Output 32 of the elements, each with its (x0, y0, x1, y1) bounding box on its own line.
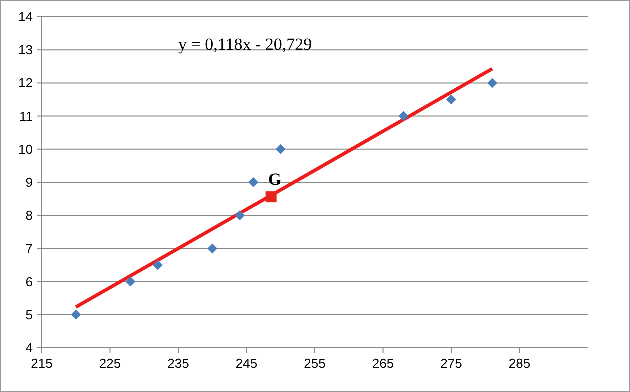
point (153, 260, 164, 270)
x-tick-label: 265 (372, 356, 394, 371)
y-tick-label: 9 (26, 175, 33, 190)
y-tick-label: 13 (18, 42, 33, 58)
annotation: y = 0,118x - 20,729 (178, 35, 312, 54)
point (266, 192, 277, 203)
y-tick-label: 11 (20, 108, 33, 124)
point (398, 111, 409, 122)
y-tick-label: 14 (18, 10, 33, 24)
point (276, 144, 286, 154)
y-tick-label: 5 (26, 307, 33, 322)
annotation: G (268, 170, 282, 190)
y-tick-label: 8 (26, 208, 33, 224)
point (234, 210, 245, 221)
point (208, 244, 218, 254)
x-tick-label: 215 (31, 356, 53, 371)
point (446, 94, 456, 105)
y-tick-label: 10 (18, 142, 33, 157)
x-tick-label: 225 (99, 356, 122, 371)
y-tick-label: 12 (18, 76, 33, 91)
x-tick-label: 235 (168, 356, 190, 371)
point (126, 276, 136, 287)
point (71, 310, 82, 320)
x-tick-label: 255 (304, 356, 326, 371)
x-tick-label: 245 (236, 356, 258, 371)
y-tick-label: 4 (26, 340, 33, 356)
x-tick-label: 275 (440, 356, 462, 371)
y-tick-label: 6 (26, 274, 33, 290)
y-tick-label: 7 (26, 241, 33, 256)
x-tick-label: 285 (508, 356, 531, 371)
point (487, 78, 498, 88)
point (248, 178, 259, 188)
